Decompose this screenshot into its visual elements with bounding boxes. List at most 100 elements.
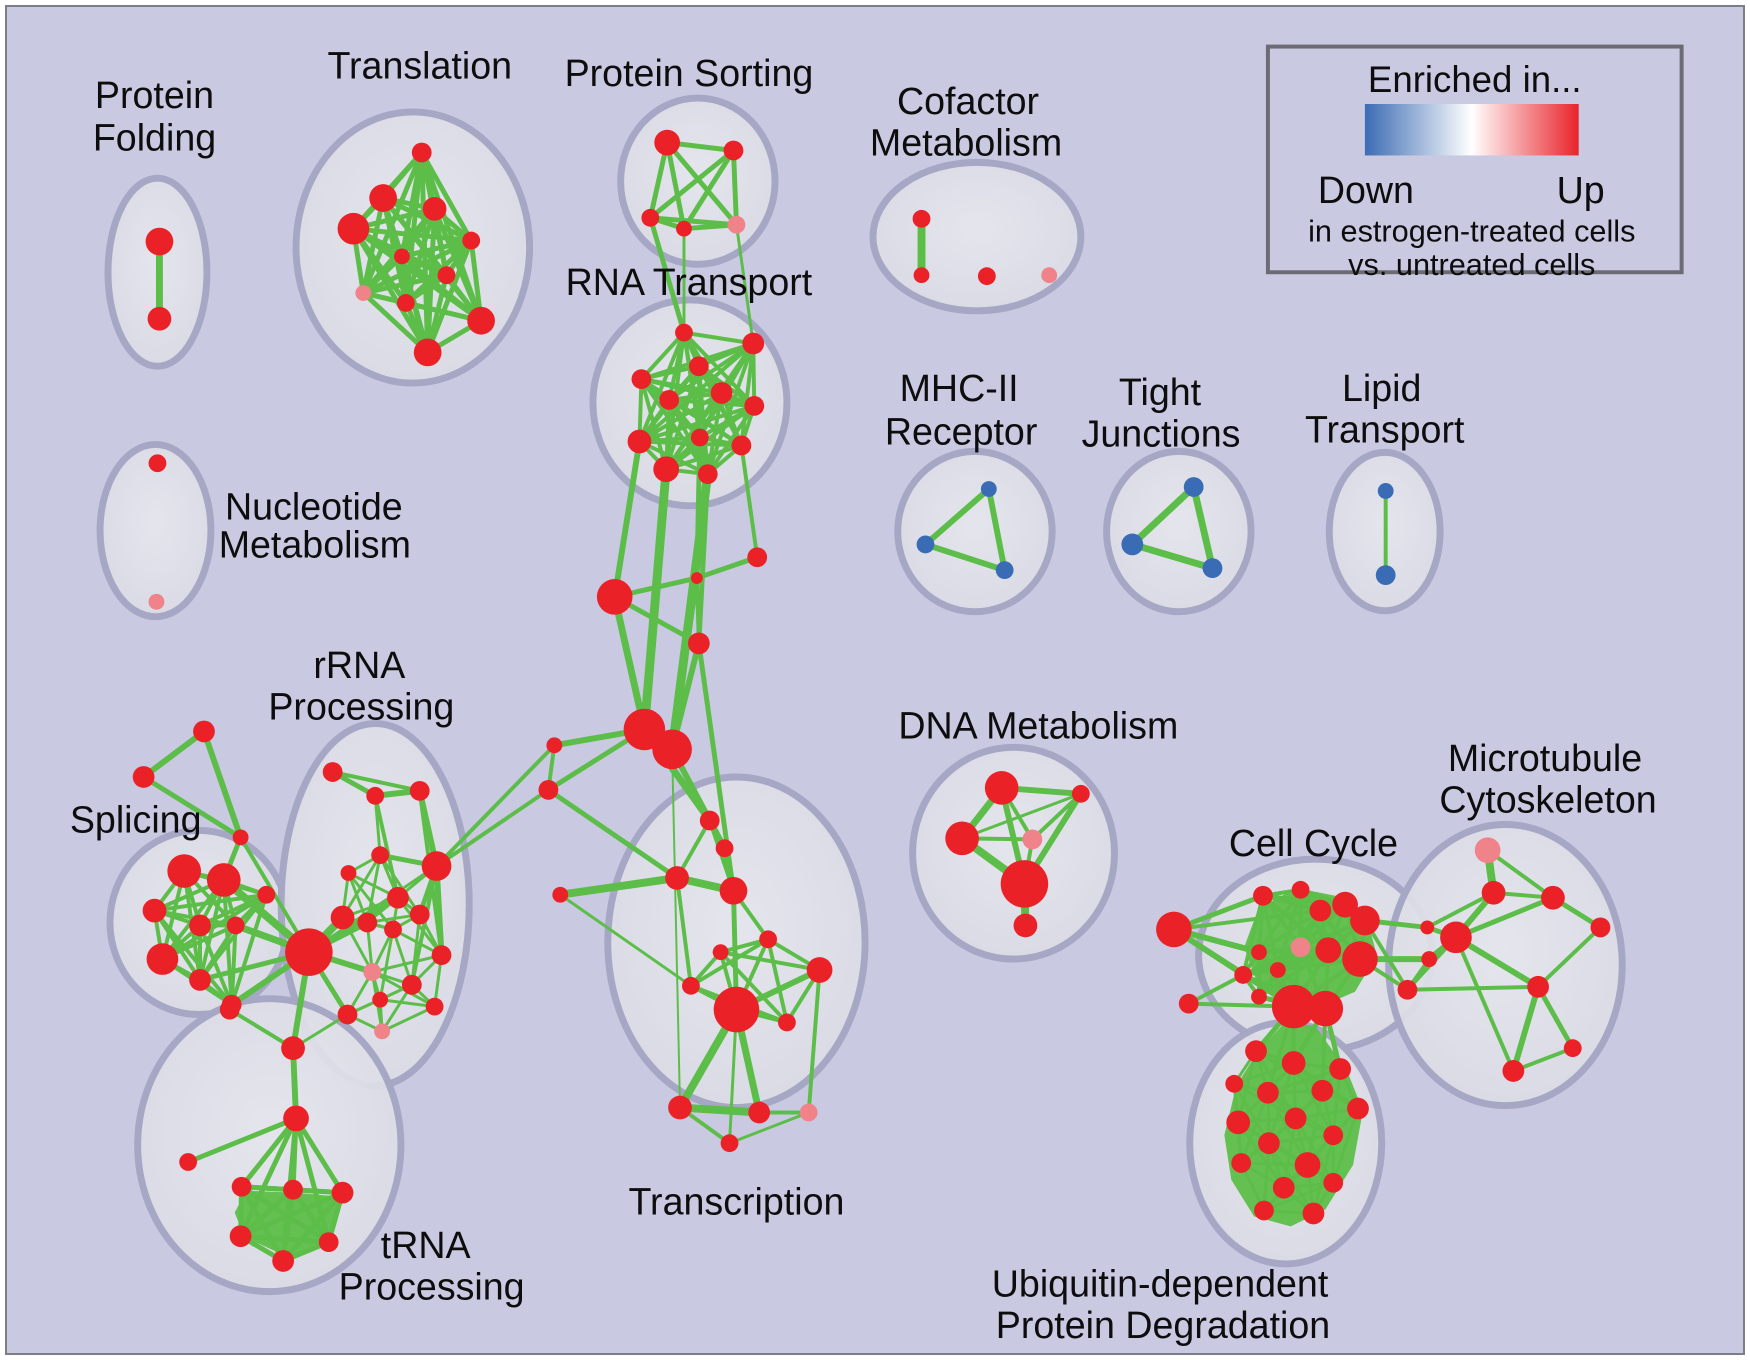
gene-set-node-transcription-4[interactable] <box>759 930 778 949</box>
gene-set-node-microtubule-cytoskeleton-3[interactable] <box>1541 885 1565 910</box>
gene-set-node-splicing-triangle-2[interactable] <box>232 829 249 846</box>
gene-set-node-cell-cycle-10[interactable] <box>1269 962 1286 978</box>
gene-set-node-ubiquitin-degradation-15[interactable] <box>1254 1200 1274 1221</box>
gene-set-node-dna-metabolism-1[interactable] <box>1071 784 1090 803</box>
gene-set-node-rrna-processing-11[interactable] <box>363 963 382 981</box>
gene-set-node-rna-transport-8[interactable] <box>627 429 652 454</box>
gene-set-node-protein-sorting-4[interactable] <box>727 215 746 234</box>
gene-set-node-splicing-triangle-0[interactable] <box>193 720 215 743</box>
gene-set-node-dna-metabolism-2[interactable] <box>945 821 979 856</box>
gene-set-node-ubiquitin-degradation-3[interactable] <box>1225 1074 1244 1093</box>
gene-set-node-tight-junctions-0[interactable] <box>1183 477 1204 497</box>
gene-set-node-transcription-6[interactable] <box>806 957 833 983</box>
gene-set-node-trna-processing-6[interactable] <box>318 1232 339 1253</box>
gene-set-node-translation-9[interactable] <box>467 306 495 335</box>
gene-set-node-ubiquitin-degradation-7[interactable] <box>1226 1110 1251 1135</box>
gene-set-node-rna-transport-1[interactable] <box>742 332 765 355</box>
gene-set-node-cell-cycle-0[interactable] <box>1156 911 1192 948</box>
gene-set-node-dna-metabolism-4[interactable] <box>1000 860 1049 908</box>
gene-set-node-rrna-processing-13[interactable] <box>372 991 389 1008</box>
gene-set-node-splicing-triangle-1[interactable] <box>132 766 155 788</box>
gene-set-node-transcription-12[interactable] <box>799 1103 818 1122</box>
gene-set-node-splicing-0[interactable] <box>167 854 202 888</box>
gene-set-node-ubiquitin-degradation-12[interactable] <box>1231 1153 1252 1173</box>
gene-set-node-rrna-processing-17[interactable] <box>374 1023 391 1040</box>
gene-set-node-translation-0[interactable] <box>411 142 432 163</box>
gene-set-node-rrna-processing-4[interactable] <box>340 865 357 881</box>
gene-set-node-microtubule-cytoskeleton-2[interactable] <box>1440 921 1472 954</box>
gene-set-node-rna-transport-0[interactable] <box>675 323 693 342</box>
gene-set-node-protein-folding-1[interactable] <box>147 306 172 331</box>
gene-set-node-cofactor-metabolism-0[interactable] <box>912 209 931 228</box>
gene-set-node-cell-cycle-6[interactable] <box>1350 905 1380 936</box>
gene-set-node-backbone-0[interactable] <box>596 579 633 615</box>
gene-set-node-tight-junctions-1[interactable] <box>1121 533 1144 556</box>
gene-set-node-ubiquitin-degradation-0[interactable] <box>1245 1040 1267 1063</box>
gene-set-node-rrna-processing-12[interactable] <box>401 974 422 995</box>
gene-set-node-backbone-7[interactable] <box>538 779 559 800</box>
gene-set-node-rrna-processing-10[interactable] <box>421 851 452 881</box>
gene-set-node-rrna-processing-7[interactable] <box>357 912 378 933</box>
gene-set-node-rna-transport-3[interactable] <box>631 369 652 390</box>
gene-set-node-lipid-transport-0[interactable] <box>1377 483 1394 499</box>
gene-set-node-ubiquitin-degradation-16[interactable] <box>1302 1202 1325 1225</box>
gene-set-node-protein-sorting-3[interactable] <box>676 220 692 237</box>
gene-set-node-rna-transport-9[interactable] <box>731 435 752 456</box>
gene-set-node-rna-transport-10[interactable] <box>653 456 680 483</box>
gene-set-node-cell-cycle-12[interactable] <box>1342 941 1378 977</box>
gene-set-node-rrna-processing-5[interactable] <box>387 886 409 909</box>
gene-set-node-microtubule-cytoskeleton-6[interactable] <box>1502 1060 1525 1082</box>
gene-set-node-transcription-10[interactable] <box>668 1095 692 1120</box>
gene-set-node-rrna-processing-1[interactable] <box>366 786 385 805</box>
gene-set-node-translation-2[interactable] <box>422 197 447 221</box>
gene-set-node-rrna-processing-16[interactable] <box>337 1004 358 1025</box>
gene-set-node-translation-5[interactable] <box>394 248 410 265</box>
gene-set-node-cell-cycle-16[interactable] <box>1397 979 1418 1000</box>
gene-set-node-dna-metabolism-0[interactable] <box>984 771 1019 805</box>
gene-set-node-transcription-0[interactable] <box>699 810 720 831</box>
gene-set-node-transcription-9[interactable] <box>778 1013 796 1032</box>
gene-set-node-transcription-5[interactable] <box>712 944 729 961</box>
gene-set-node-cell-cycle-8[interactable] <box>1251 944 1267 961</box>
gene-set-node-ubiquitin-degradation-9[interactable] <box>1323 1125 1344 1146</box>
gene-set-node-cell-cycle-17[interactable] <box>1421 951 1438 968</box>
gene-set-node-microtubule-cytoskeleton-1[interactable] <box>1481 880 1506 905</box>
gene-set-node-ubiquitin-degradation-2[interactable] <box>1329 1058 1352 1080</box>
gene-set-node-microtubule-cytoskeleton-5[interactable] <box>1527 975 1549 998</box>
gene-set-node-cell-cycle-11[interactable] <box>1315 937 1342 964</box>
gene-set-node-cell-cycle-1[interactable] <box>1178 993 1199 1014</box>
gene-set-node-mhc-ii-receptor-2[interactable] <box>995 561 1014 580</box>
gene-set-node-microtubule-cytoskeleton-0[interactable] <box>1474 837 1501 864</box>
gene-set-node-rna-transport-4[interactable] <box>710 382 733 404</box>
gene-set-node-transcription-13[interactable] <box>720 1134 739 1153</box>
gene-set-node-backbone-2[interactable] <box>747 547 768 568</box>
gene-set-node-dna-metabolism-5[interactable] <box>1013 913 1038 938</box>
gene-set-node-rrna-processing-6[interactable] <box>330 905 355 930</box>
gene-set-node-rna-transport-2[interactable] <box>688 356 709 377</box>
gene-set-node-trna-processing-4[interactable] <box>331 1181 354 1204</box>
gene-set-node-ubiquitin-degradation-11[interactable] <box>1294 1152 1321 1178</box>
gene-set-node-microtubule-cytoskeleton-7[interactable] <box>1563 1039 1582 1058</box>
gene-set-node-translation-1[interactable] <box>369 184 397 212</box>
gene-set-node-cofactor-metabolism-3[interactable] <box>1041 267 1058 284</box>
gene-set-node-mhc-ii-receptor-0[interactable] <box>980 481 997 497</box>
gene-set-node-nucleotide-metabolism-0[interactable] <box>148 454 167 473</box>
gene-set-node-cell-cycle-3[interactable] <box>1291 880 1310 899</box>
gene-set-node-backbone-6[interactable] <box>546 737 563 754</box>
gene-set-node-rrna-processing-14[interactable] <box>431 945 452 966</box>
gene-set-node-dna-metabolism-3[interactable] <box>1022 829 1043 850</box>
gene-set-node-cell-cycle-14[interactable] <box>1271 984 1316 1029</box>
gene-set-node-backbone-3[interactable] <box>687 632 710 655</box>
gene-set-node-cell-cycle-15[interactable] <box>1307 990 1344 1027</box>
gene-set-node-transcription-7[interactable] <box>682 976 700 995</box>
gene-set-node-mhc-ii-receptor-1[interactable] <box>916 535 935 554</box>
gene-set-node-rrna-processing-8[interactable] <box>384 920 402 939</box>
gene-set-node-trna-processing-0[interactable] <box>283 1105 309 1132</box>
gene-set-node-transcription-8[interactable] <box>713 986 760 1033</box>
gene-set-node-protein-sorting-0[interactable] <box>654 129 681 156</box>
gene-set-node-rna-transport-11[interactable] <box>697 464 718 485</box>
gene-set-node-rna-transport-6[interactable] <box>744 395 765 416</box>
gene-set-node-splicing-6[interactable] <box>189 968 211 991</box>
gene-set-node-splicing-2[interactable] <box>142 898 167 923</box>
gene-set-node-ubiquitin-degradation-5[interactable] <box>1311 1079 1334 1102</box>
